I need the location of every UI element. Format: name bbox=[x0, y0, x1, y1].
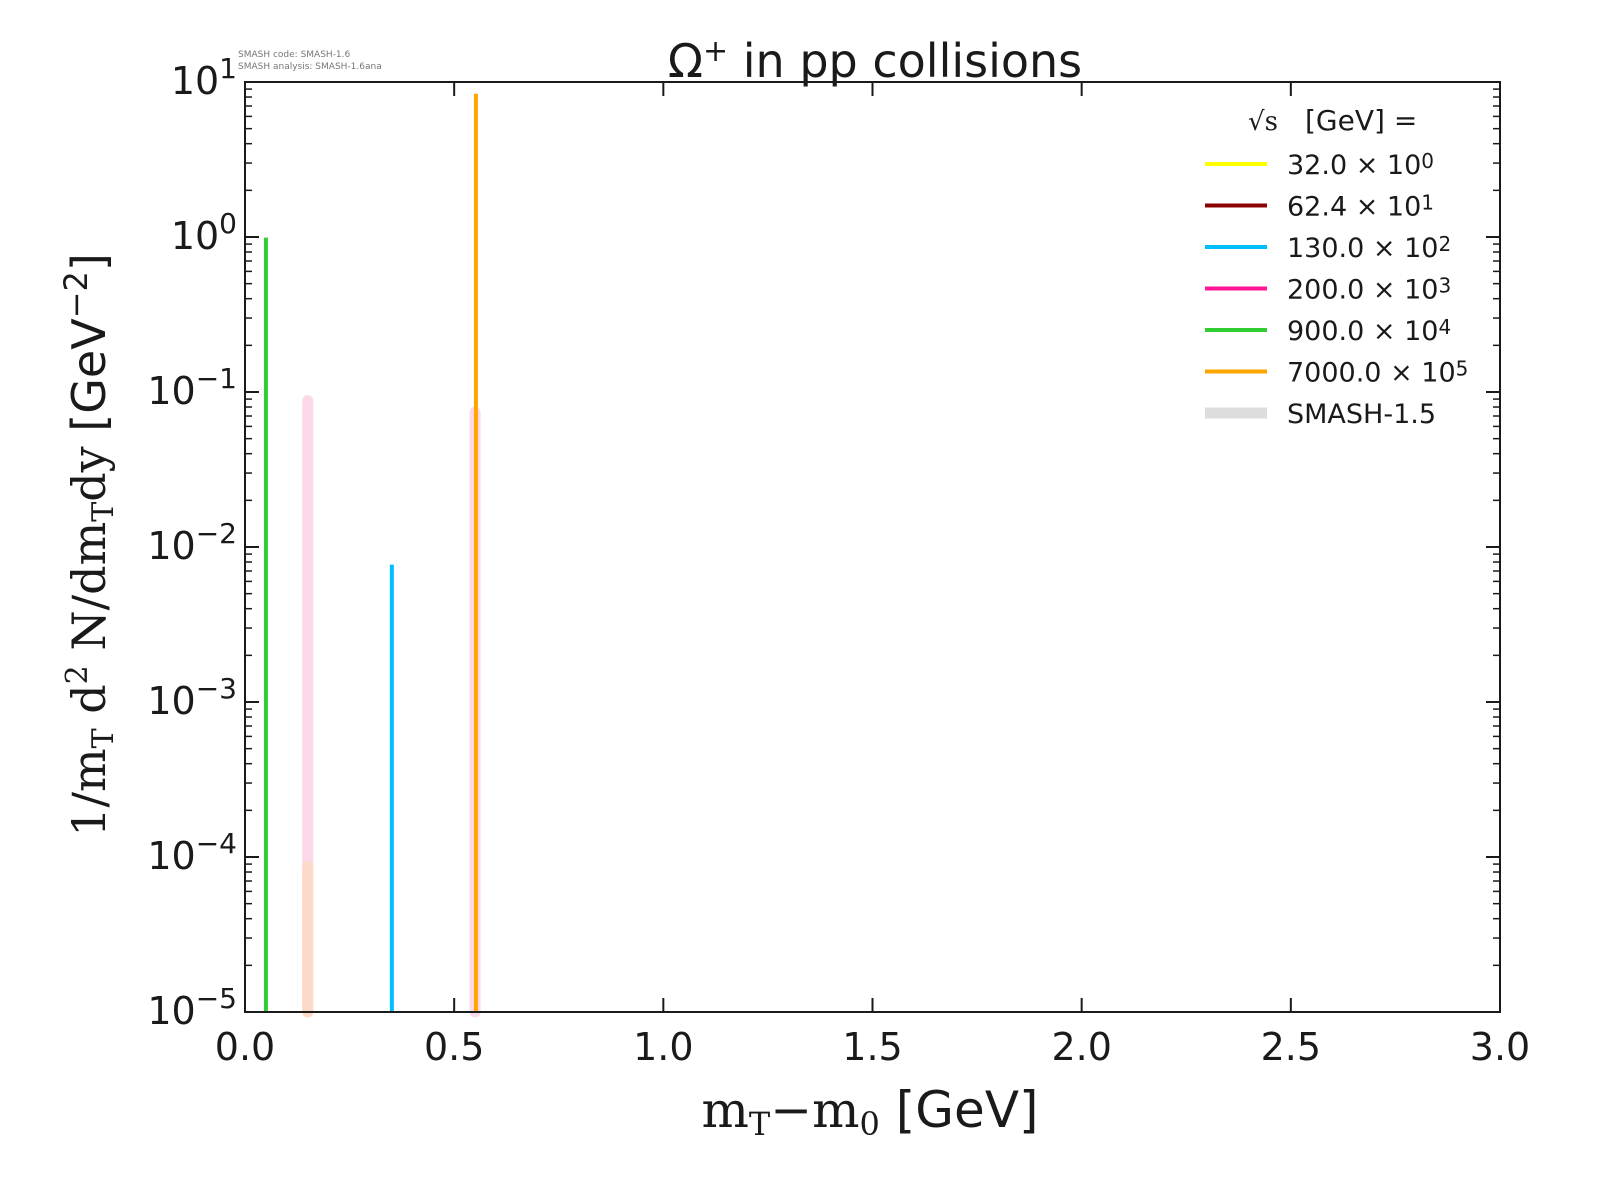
y-tick-label: 100 bbox=[171, 207, 237, 258]
y-tick-label: 10−4 bbox=[147, 827, 237, 878]
x-tick-label: 0.5 bbox=[424, 1025, 484, 1069]
y-tick-label: 101 bbox=[171, 52, 237, 103]
x-tick-label: 1.5 bbox=[842, 1025, 902, 1069]
legend-entry-label: 7000.0 × 105 bbox=[1287, 357, 1468, 389]
x-axis-label: mT−m0 [GeV] bbox=[701, 1081, 1038, 1143]
watermark: SMASH code: SMASH-1.6 SMASH analysis: SM… bbox=[238, 50, 382, 72]
legend-entry-label: SMASH-1.5 bbox=[1287, 399, 1436, 430]
x-tick-label: 0.0 bbox=[215, 1025, 275, 1069]
y-tick-label: 10−1 bbox=[147, 362, 237, 413]
legend-entry-label: 62.4 × 101 bbox=[1287, 191, 1434, 223]
axis-ticks: 0.0 0.5 1.0 1.5 2.0 2.5 3.0 10−5 10−4 10−3 10−2 10−… bbox=[147, 52, 1530, 1069]
legend-entry-label: 200.0 × 103 bbox=[1287, 274, 1451, 306]
data-series bbox=[263, 93, 478, 1012]
legend-entry-label: 32.0 × 100 bbox=[1287, 149, 1434, 181]
y-tick-label: 10−3 bbox=[147, 672, 237, 723]
x-tick-label: 3.0 bbox=[1470, 1025, 1530, 1069]
watermark-line-2: SMASH analysis: SMASH-1.6ana bbox=[238, 62, 382, 72]
legend-title: [GeV] = bbox=[1305, 104, 1417, 137]
plot-frame bbox=[244, 81, 1501, 1013]
y-axis-label: 1/mT d2 N/dmTdy [GeV−2] bbox=[57, 253, 121, 837]
legend-title-symbol: √s bbox=[1248, 107, 1278, 137]
legend: √s [GeV] = 32.0 × 100 62.4 × 101 130.0 × 1… bbox=[1205, 104, 1468, 430]
chart-title: Ω+ in pp collisions bbox=[668, 34, 1082, 88]
legend-entry-label: 900.0 × 104 bbox=[1287, 315, 1451, 347]
x-tick-label: 2.5 bbox=[1261, 1025, 1321, 1069]
x-tick-label: 2.0 bbox=[1051, 1025, 1111, 1069]
watermark-line-1: SMASH code: SMASH-1.6 bbox=[238, 50, 351, 60]
legend-entry-label: 130.0 × 102 bbox=[1287, 232, 1451, 264]
y-tick-label: 10−5 bbox=[147, 982, 237, 1033]
x-tick-label: 1.0 bbox=[633, 1025, 693, 1069]
y-tick-label: 10−2 bbox=[147, 517, 237, 568]
